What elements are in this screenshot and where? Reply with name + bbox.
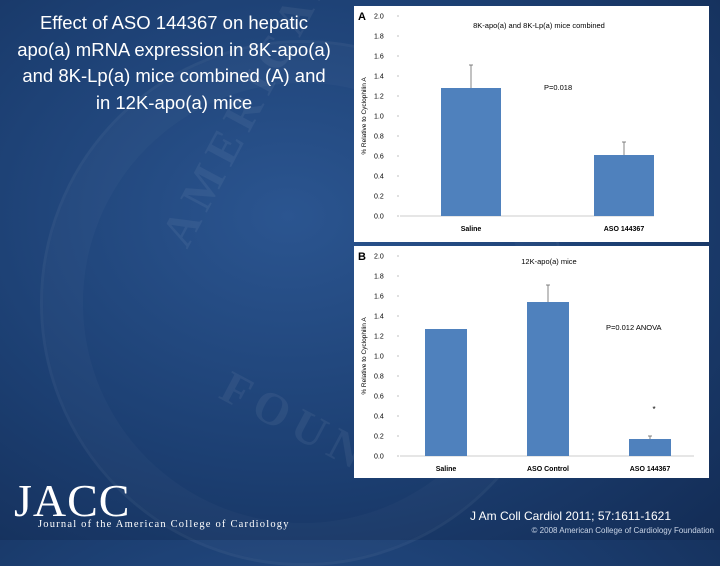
bar — [594, 155, 654, 216]
x-category-label: ASO 144367 — [630, 466, 671, 473]
panel-label: A — [358, 11, 366, 23]
y-tick-label: 1.0 — [374, 354, 384, 361]
p-value-annotation: P=0.018 — [544, 83, 572, 92]
p-value-annotation: P=0.012 ANOVA — [606, 323, 662, 332]
bar — [527, 302, 569, 456]
slide-title: Effect of ASO 144367 on hepatic apo(a) m… — [17, 12, 331, 113]
y-tick-label: 0.0 — [374, 454, 384, 461]
chart-panel-b: B 12K-apo(a) mice % Relative to Cyclophili… — [354, 246, 709, 478]
y-tick-label: 0.6 — [374, 394, 384, 401]
significance-star: * — [652, 405, 655, 414]
y-tick-label: 0.0 — [374, 214, 384, 221]
bar — [441, 88, 501, 216]
y-tick-label: 2.0 — [374, 14, 384, 21]
x-category-label: ASO Control — [527, 466, 569, 473]
chart-a-svg: A 8K-apo(a) and 8K-Lp(a) mice combined % R… — [358, 11, 654, 233]
x-category-label: Saline — [436, 466, 457, 473]
y-tick-label: 1.2 — [374, 94, 384, 101]
y-tick-label: 0.2 — [374, 434, 384, 441]
y-tick-label: 1.0 — [374, 114, 384, 121]
y-tick-label: 0.8 — [374, 134, 384, 141]
citation: J Am Coll Cardiol 2011; 57:1611-1621 — [470, 509, 672, 523]
x-category-label: ASO 144367 — [604, 226, 645, 233]
chart-panel-a: A 8K-apo(a) and 8K-Lp(a) mice combined % R… — [354, 6, 709, 242]
y-tick-label: 1.8 — [374, 34, 384, 41]
chart-b-svg: B 12K-apo(a) mice % Relative to Cyclophili… — [358, 251, 694, 473]
y-tick-label: 0.8 — [374, 374, 384, 381]
jacc-logo: JACC — [14, 475, 131, 526]
y-tick-label: 0.4 — [374, 174, 384, 181]
bar — [425, 329, 467, 456]
y-tick-label: 2.0 — [374, 254, 384, 261]
y-tick-label: 1.6 — [374, 294, 384, 301]
y-tick-label: 1.8 — [374, 274, 384, 281]
panel-label: B — [358, 251, 366, 263]
copyright: © 2008 American College of Cardiology Fo… — [531, 526, 714, 535]
x-category-label: Saline — [461, 226, 482, 233]
chart-title: 8K-apo(a) and 8K-Lp(a) mice combined — [473, 21, 605, 30]
bar — [629, 439, 671, 456]
y-axis-label: % Relative to Cyclophilin A — [361, 77, 368, 155]
y-axis-label: % Relative to Cyclophilin A — [361, 317, 368, 395]
y-tick-label: 1.4 — [374, 74, 384, 81]
y-tick-label: 1.4 — [374, 314, 384, 321]
y-tick-label: 0.4 — [374, 414, 384, 421]
y-tick-label: 0.2 — [374, 194, 384, 201]
journal-name: Journal of the American College of Cardi… — [38, 519, 290, 530]
y-tick-label: 1.2 — [374, 334, 384, 341]
y-tick-label: 0.6 — [374, 154, 384, 161]
y-tick-label: 1.6 — [374, 54, 384, 61]
chart-title: 12K-apo(a) mice — [521, 257, 576, 266]
